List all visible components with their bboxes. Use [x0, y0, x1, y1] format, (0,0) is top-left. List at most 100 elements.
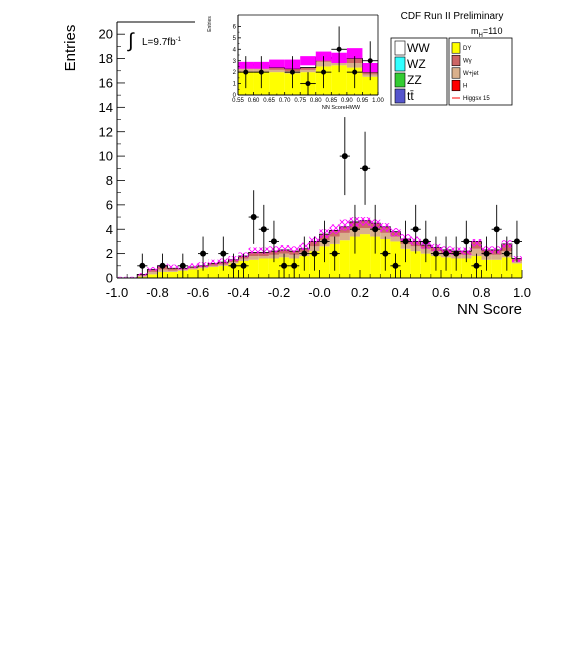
- data-point-13: [311, 250, 318, 257]
- hist-bar-dy-29: [410, 251, 421, 278]
- legend-label-h: H: [463, 84, 467, 90]
- hist-bar-dy-13: [248, 259, 259, 278]
- legend-left-entries: WW WZ ZZ tt̄: [394, 40, 430, 104]
- data-point-5: [230, 262, 237, 269]
- data-point-0: [243, 69, 249, 75]
- uncertainty-bin-9: [208, 259, 219, 265]
- data-point-4: [321, 69, 327, 75]
- y-tick-label-8: 16: [99, 76, 113, 91]
- hist-bar-w-5: [167, 268, 178, 271]
- data-point-14: [321, 238, 328, 245]
- data-point-32: [503, 250, 510, 257]
- y-tick-label-1: 2: [106, 246, 113, 261]
- uncertainty-bin-0: [117, 276, 128, 278]
- legend-right-entries: DY Wγ W+jet H Higgsx 15: [451, 42, 490, 102]
- y-tick-label-3: 6: [106, 197, 113, 212]
- legend-swatch-ww: [394, 40, 406, 56]
- hist-bar-dy-15: [268, 258, 279, 278]
- mass-label: mH=110: [471, 26, 502, 39]
- y-tick-label-0: 0: [106, 271, 113, 286]
- data-point-12: [301, 250, 308, 257]
- hist-bar-w-16: [279, 249, 290, 254]
- x-tick-label-1: -0.8: [146, 285, 168, 300]
- data-point-1: [159, 262, 166, 269]
- legend-label-tt: tt̄: [407, 89, 414, 103]
- data-point-25: [432, 250, 439, 257]
- legend-label-dy: DY: [463, 46, 471, 52]
- x-tick-label-0: -1.0: [106, 285, 128, 300]
- hist-bar-wjet-24: [360, 228, 371, 235]
- legend-swatch-tt: [394, 88, 406, 104]
- hist-bar-dy-8: [198, 268, 209, 278]
- data-point-8: [260, 226, 267, 233]
- data-point-7: [367, 58, 373, 64]
- y-tick-label-6: 6: [233, 25, 237, 31]
- data-point-6: [240, 262, 247, 269]
- uncertainty-bin-3: [147, 267, 158, 271]
- hist-bar-wjet-35: [471, 248, 482, 257]
- hist-bar-dy-2: [269, 72, 285, 95]
- luminosity-text: L=9.7fb-1: [142, 37, 182, 48]
- data-point-0: [139, 262, 146, 269]
- y-tick-label-7: 14: [99, 100, 113, 115]
- data-point-1: [258, 69, 264, 75]
- x-tick-label-8: 0.95: [357, 98, 369, 104]
- x-tick-label-5: -0.0: [308, 285, 330, 300]
- x-axis-label: NN Score: [457, 301, 522, 318]
- uncertainty-bin-26: [380, 223, 391, 232]
- legend-label-wjet: W+jet: [463, 71, 479, 77]
- hist-bar-dy-14: [258, 258, 269, 278]
- hist-bar-wjet-9: [208, 265, 219, 268]
- hist-bar-wjet-37: [491, 254, 502, 260]
- y-tick-label-1: 1: [233, 82, 237, 88]
- legend-label-ww: WW: [407, 41, 430, 55]
- y-tick-label-10: 20: [99, 27, 113, 42]
- uncertainty-bin-1: [127, 276, 138, 278]
- inset-y-axis-label: Entries: [207, 16, 213, 32]
- hist-bar-dy-30: [420, 253, 431, 278]
- y-tick-label-2: 2: [233, 70, 237, 76]
- legend-label-w: Wγ: [463, 59, 472, 65]
- main-plot: -1.0 -0.8 -0.6 -0.4 -0.2 -0.0 0.2 0.4 0.6 0.8 1.00…: [62, 21, 531, 318]
- data-point-21: [392, 262, 399, 269]
- hist-bar-w-2: [269, 67, 285, 70]
- hist-bar-dy-28: [400, 248, 411, 278]
- legend-label-zz: ZZ: [407, 73, 422, 87]
- data-point-20: [382, 250, 389, 257]
- y-tick-label-2: 4: [106, 222, 113, 237]
- data-point-2: [289, 69, 295, 75]
- hist-bar-wjet-22: [339, 232, 350, 241]
- hist-bar-dy-8: [362, 76, 378, 95]
- x-tick-label-0: 0.55: [232, 98, 244, 104]
- uncertainty-bin-24: [360, 217, 371, 226]
- data-point-23: [412, 226, 419, 233]
- hist-bar-dy-39: [511, 263, 522, 278]
- x-tick-label-6: 0.2: [351, 285, 369, 300]
- y-tick-label-4: 4: [233, 47, 237, 53]
- legend-label-wz: WZ: [407, 57, 426, 71]
- uncertainty-bin-13: [248, 247, 259, 254]
- legend: WW WZ ZZ tt̄ DY Wγ W+jet H Higgsx 15: [390, 37, 513, 106]
- data-point-2: [179, 262, 186, 269]
- inset-x-axis-label: NN ScoreHWW: [322, 105, 361, 111]
- hist-bar-dy-5: [167, 271, 178, 278]
- uncertainty-bin-22: [339, 219, 350, 231]
- x-tick-label-5: 0.80: [310, 98, 322, 104]
- data-point-17: [351, 226, 358, 233]
- inset-axes: 0.55 0.60 0.65 0.70 0.75 0.80 0.85 0.90 0.95 1.00…: [232, 14, 384, 104]
- data-point-27: [453, 250, 460, 257]
- uncertainty-bin-17: [289, 246, 300, 253]
- hist-bar-w-4: [300, 67, 316, 70]
- y-tick-label-5: 5: [233, 36, 237, 42]
- hist-bar-wjet-7: [187, 268, 198, 270]
- x-tick-label-2: 0.65: [263, 98, 275, 104]
- x-tick-label-10: 1.0: [513, 285, 531, 300]
- axes: -1.0 -0.8 -0.6 -0.4 -0.2 -0.0 0.2 0.4 0.6 0.8 1.00…: [99, 22, 531, 300]
- hist-bar-w-13: [248, 252, 259, 257]
- data-point-5: [336, 46, 342, 52]
- y-tick-label-3: 3: [233, 59, 237, 65]
- x-tick-label-8: 0.6: [432, 285, 450, 300]
- y-tick-label-6: 12: [99, 124, 113, 139]
- legend-swatch-w: [451, 54, 461, 67]
